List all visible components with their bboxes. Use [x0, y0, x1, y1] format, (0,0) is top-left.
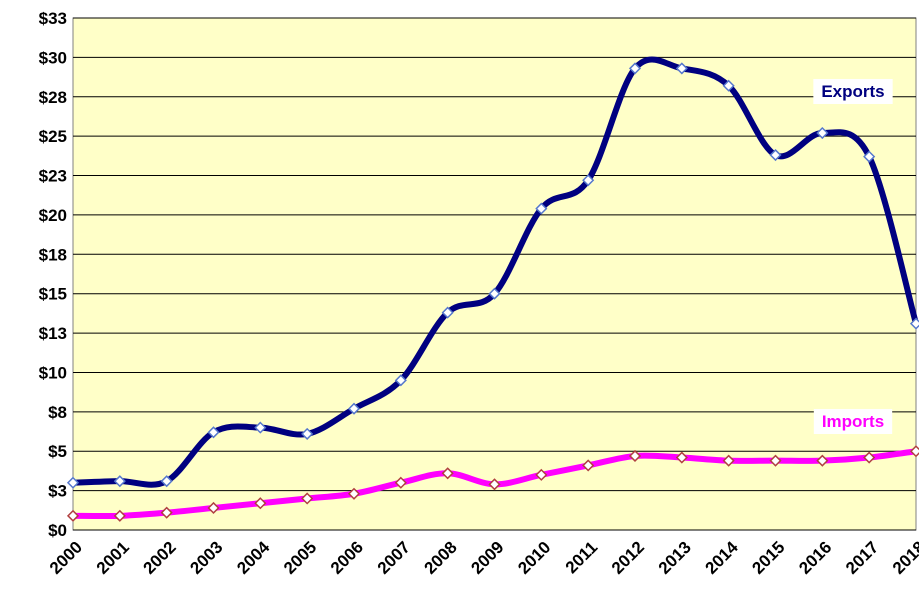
point-marker: [909, 317, 919, 330]
point-marker: [113, 509, 126, 522]
x-tick-label: 2006: [327, 538, 367, 578]
point-marker: [441, 467, 454, 480]
point-marker: [254, 421, 267, 434]
x-tick-label: 2008: [421, 538, 461, 578]
x-tick-label: 2003: [186, 538, 226, 578]
point-marker: [488, 287, 501, 300]
x-tick-label: 2005: [280, 538, 320, 578]
y-tick-label: $5: [48, 442, 67, 461]
series-label-box: [813, 409, 893, 434]
x-tick-label: 2018: [889, 538, 919, 578]
point-marker: [347, 402, 361, 415]
x-tick-label: 2000: [46, 538, 86, 578]
x-tick-label: 2014: [702, 537, 743, 578]
point-marker: [816, 126, 829, 140]
y-tick-label: $8: [48, 403, 67, 422]
point-marker: [347, 487, 361, 500]
x-tick-label: 2011: [562, 538, 602, 578]
point-marker: [769, 148, 782, 162]
y-tick-label: $0: [48, 521, 67, 540]
y-tick-label: $15: [39, 285, 67, 304]
point-marker: [675, 451, 688, 464]
x-tick-label: 2002: [140, 538, 180, 578]
point-marker: [535, 202, 548, 215]
point-marker: [722, 79, 735, 92]
series-label: Imports: [813, 409, 893, 434]
x-tick-label: 2013: [655, 538, 695, 578]
point-marker: [863, 451, 876, 464]
point-marker: [207, 426, 220, 439]
y-tick-label: $13: [39, 324, 67, 343]
y-tick-label: $33: [39, 9, 67, 28]
y-tick-label: $25: [39, 127, 67, 146]
series-label: Exports: [813, 79, 893, 104]
point-marker: [909, 445, 919, 458]
point-marker: [254, 497, 267, 510]
point-marker: [301, 492, 314, 505]
point-marker: [488, 478, 501, 491]
point-marker: [394, 476, 407, 489]
point-marker: [66, 509, 80, 522]
y-tick-label: $10: [39, 363, 67, 382]
x-tick-label: 2009: [467, 538, 507, 578]
y-tick-label: $28: [39, 88, 67, 107]
point-marker: [160, 506, 173, 519]
x-tick-label: 2016: [795, 538, 835, 578]
x-tick-label: 2010: [514, 538, 554, 578]
point-marker: [394, 374, 407, 387]
point-marker: [441, 306, 454, 319]
point-marker: [863, 150, 876, 163]
y-tick-label: $3: [48, 482, 67, 501]
plot-area: [72, 17, 917, 531]
x-tick-label: 2001: [93, 538, 133, 578]
y-tick-label: $18: [39, 245, 67, 264]
point-marker: [582, 174, 595, 187]
point-marker: [628, 62, 642, 75]
point-marker: [113, 475, 126, 488]
x-tick-label: 2015: [748, 538, 788, 578]
series-label-text: Exports: [821, 82, 884, 101]
point-marker: [816, 454, 829, 467]
point-marker: [301, 427, 314, 440]
point-marker: [207, 501, 220, 515]
point-marker: [722, 454, 735, 467]
y-tick-label: $23: [39, 167, 67, 186]
x-tick-label: 2007: [374, 538, 414, 578]
point-marker: [535, 468, 548, 481]
x-tick-label: 2017: [842, 538, 882, 578]
point-marker: [66, 476, 80, 489]
point-marker: [582, 459, 595, 472]
y-tick-label: $20: [39, 206, 67, 225]
point-marker: [769, 454, 782, 467]
x-tick-label: 2004: [233, 537, 274, 578]
series-label-box: [813, 79, 893, 104]
y-tick-label: $30: [39, 48, 67, 67]
series-label-text: Imports: [822, 412, 884, 431]
series-line: [72, 56, 919, 488]
point-marker: [160, 475, 173, 488]
point-marker: [628, 449, 642, 463]
x-tick-label: 2012: [608, 538, 648, 578]
point-marker: [675, 62, 688, 75]
